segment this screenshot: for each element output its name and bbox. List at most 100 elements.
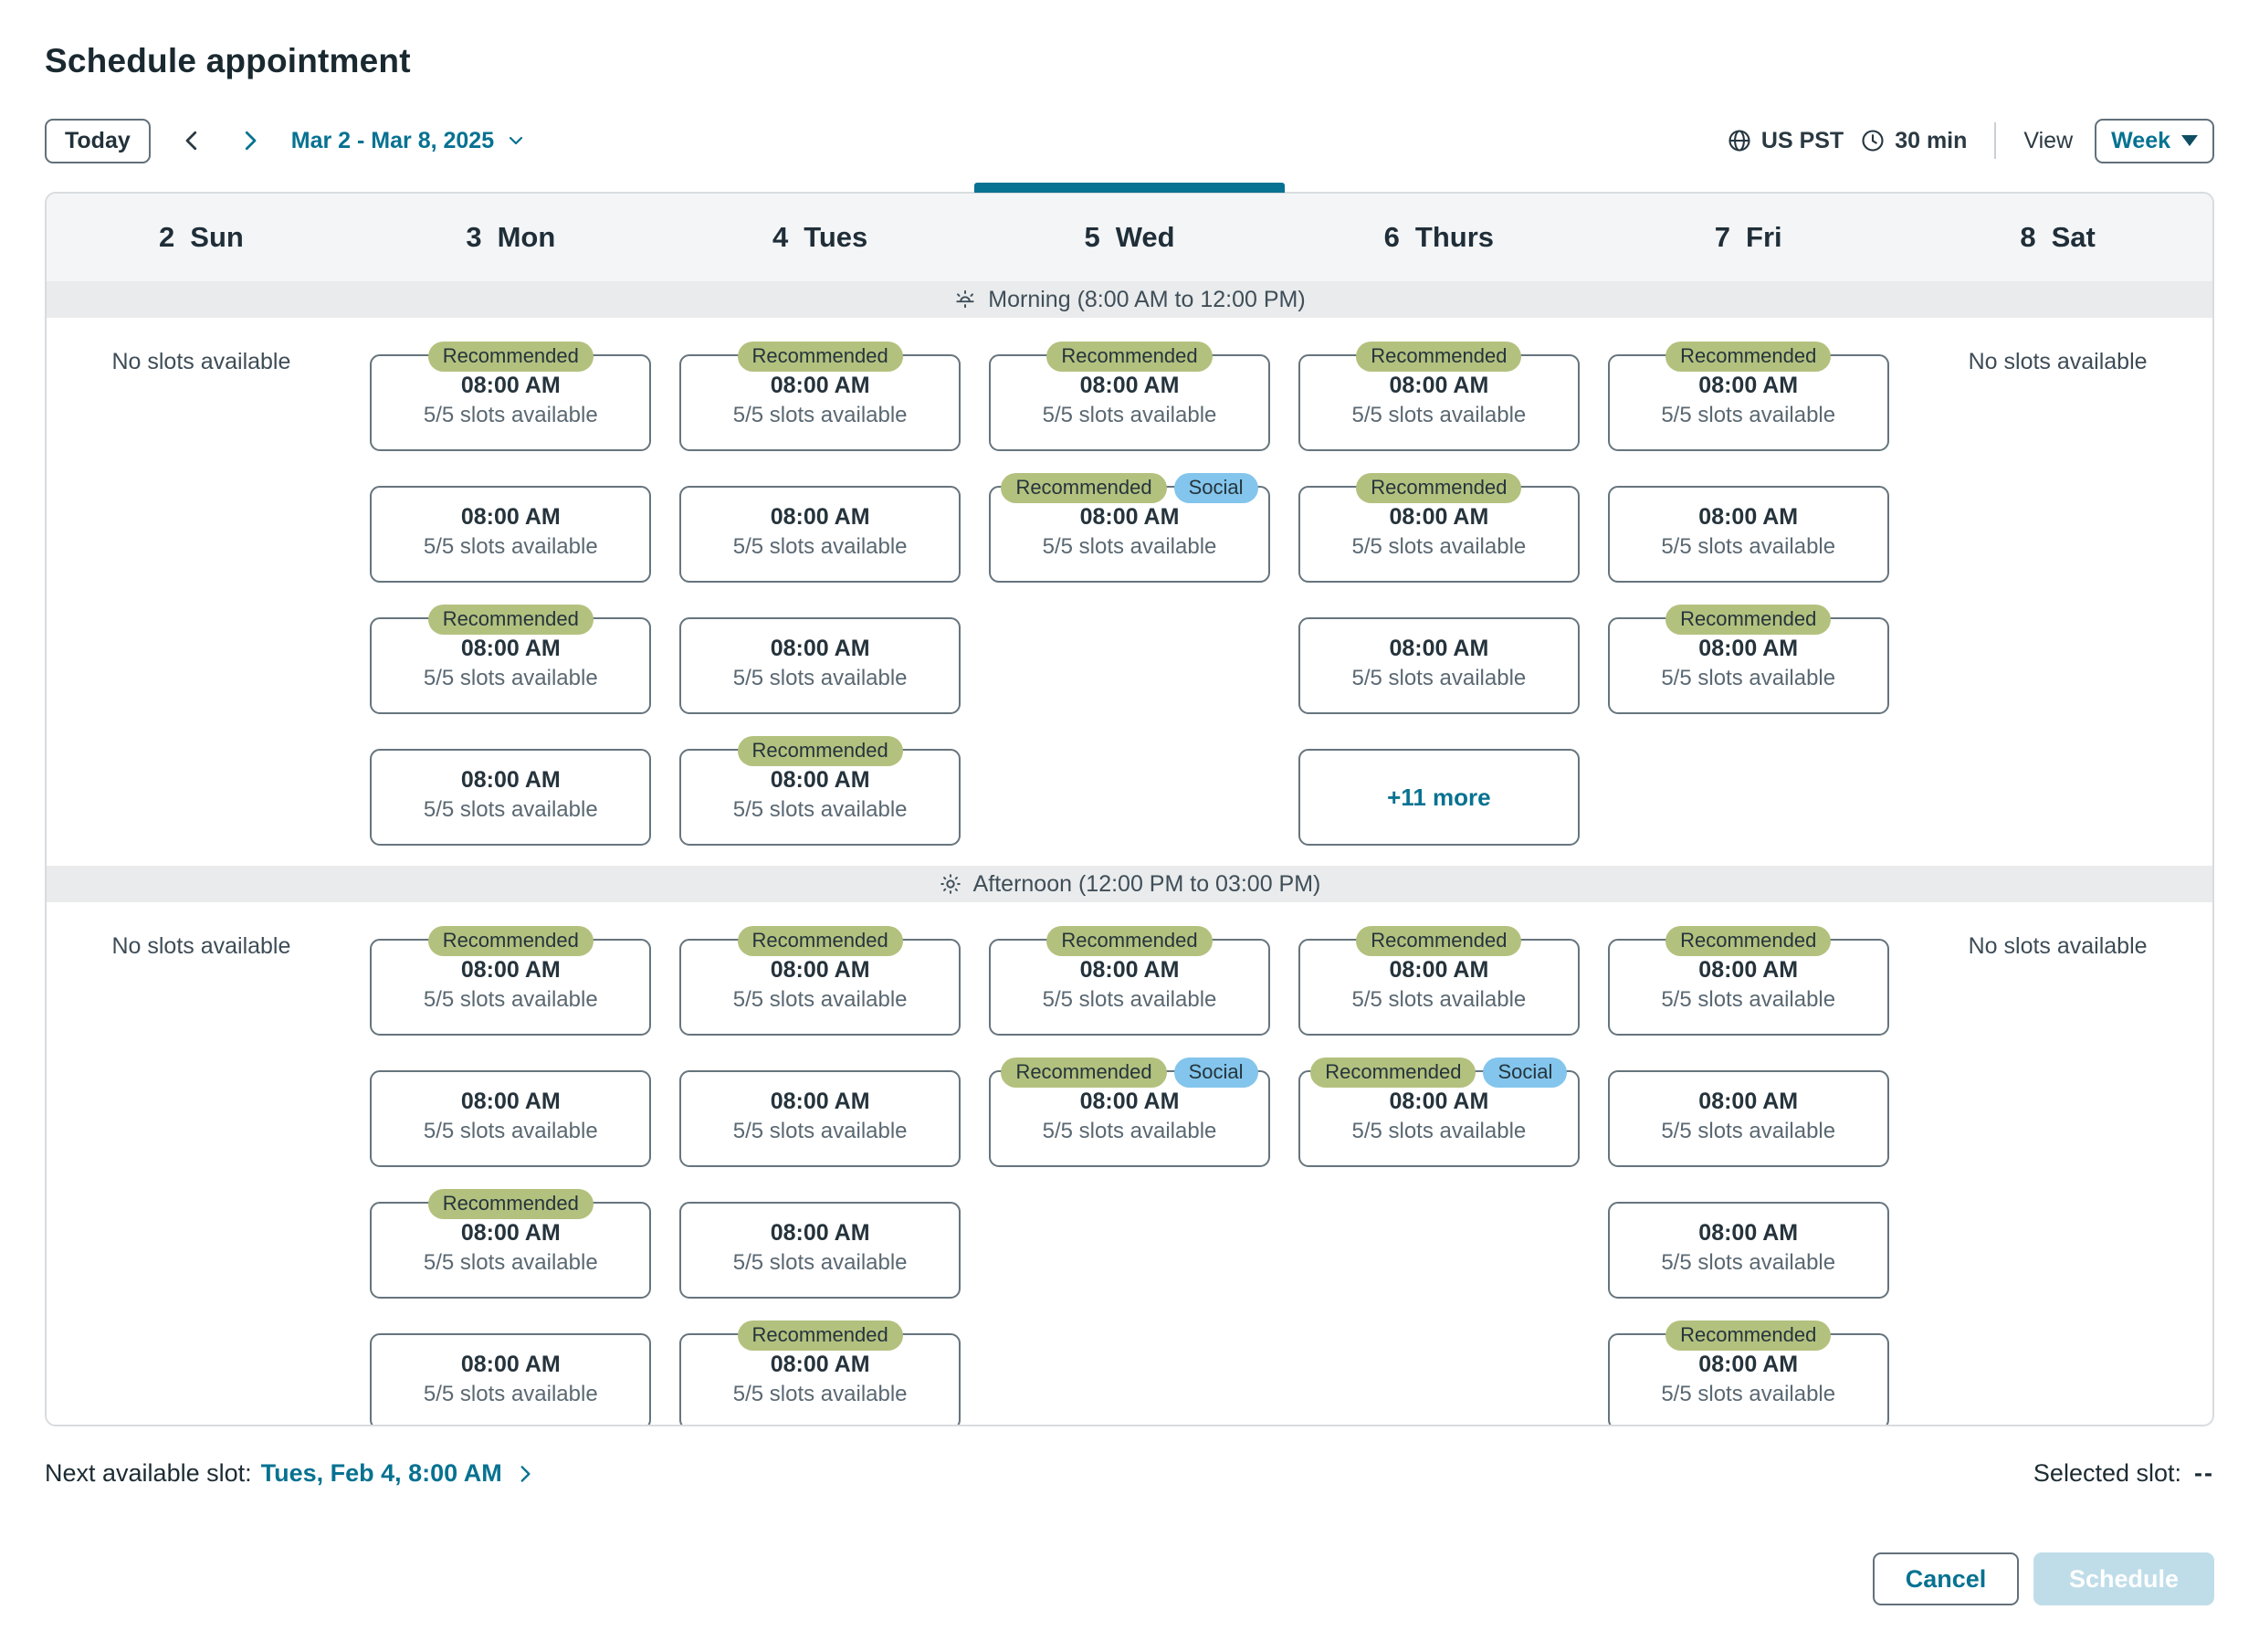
view-label: View	[2023, 127, 2074, 153]
selected-day-indicator	[974, 183, 1285, 193]
slot-card[interactable]: Recommended 08:00 AM 5/5 slots available	[370, 605, 652, 714]
slot-cell: Recommended 08:00 AM 5/5 slots available	[666, 340, 975, 471]
morning-grid: No slots available Recommended 08:00 AM 5/5…	[47, 318, 2212, 866]
slot-card[interactable]: 08:00 AM 5/5 slots available	[370, 1333, 652, 1425]
day-header-wed[interactable]: 5 Wed	[975, 194, 1285, 281]
day-header-sun[interactable]: 2 Sun	[47, 194, 356, 281]
no-slots-label: No slots available	[1968, 933, 2148, 959]
slot-cell	[1284, 1187, 1593, 1319]
morning-column-sun: No slots available	[47, 340, 356, 866]
today-button[interactable]: Today	[45, 118, 151, 163]
badge-group: Recommended	[954, 926, 1305, 956]
slot-card[interactable]: 08:00 AM 5/5 slots available	[370, 749, 652, 846]
recommended-badge: Recommended	[427, 605, 594, 635]
slot-card[interactable]: Recommended Social 08:00 AM 5/5 slots avail…	[1298, 1057, 1580, 1167]
slot-card[interactable]: 08:00 AM 5/5 slots available	[1607, 486, 1889, 583]
next-available-link[interactable]: Tues, Feb 4, 8:00 AM	[261, 1459, 537, 1488]
slot-card[interactable]: 08:00 AM 5/5 slots available	[1607, 1070, 1889, 1167]
day-header-tues[interactable]: 4 Tues	[666, 194, 975, 281]
slot-time: 08:00 AM	[1698, 1352, 1799, 1377]
slot-availability: 5/5 slots available	[732, 1119, 908, 1143]
slot-availability: 5/5 slots available	[1661, 987, 1836, 1012]
slot-card[interactable]: Recommended 08:00 AM 5/5 slots available	[679, 736, 961, 846]
day-number: 8	[2020, 221, 2036, 253]
slot-card[interactable]: Recommended 08:00 AM 5/5 slots available	[989, 342, 1270, 451]
slot-time: 08:00 AM	[770, 636, 870, 661]
slot-availability: 5/5 slots available	[732, 797, 908, 822]
slot-card[interactable]: Recommended 08:00 AM 5/5 slots available	[1607, 926, 1889, 1036]
slot-time: 08:00 AM	[1389, 957, 1489, 983]
morning-column-mon: Recommended 08:00 AM 5/5 slots available 08…	[356, 340, 666, 866]
slot-availability: 5/5 slots available	[1661, 1382, 1836, 1406]
day-number: 5	[1084, 221, 1100, 253]
slot-time: 08:00 AM	[1079, 1089, 1180, 1114]
morning-column-sat: No slots available	[1903, 340, 2212, 866]
slot-availability: 5/5 slots available	[1351, 534, 1527, 559]
slot-time: 08:00 AM	[460, 1352, 561, 1377]
slot-card[interactable]: 08:00 AM 5/5 slots available	[679, 486, 961, 583]
slot-card[interactable]: Recommended 08:00 AM 5/5 slots available	[370, 926, 652, 1036]
slot-card[interactable]: Recommended 08:00 AM 5/5 slots available	[989, 926, 1270, 1036]
slot-card[interactable]: Recommended 08:00 AM 5/5 slots available	[679, 1321, 961, 1425]
slot-card[interactable]: Recommended 08:00 AM 5/5 slots available	[1607, 605, 1889, 714]
slot-card[interactable]: 08:00 AM 5/5 slots available	[370, 1070, 652, 1167]
slot-cell: Recommended 08:00 AM 5/5 slots available	[356, 603, 666, 734]
social-badge: Social	[1483, 1057, 1568, 1088]
day-number: 7	[1714, 221, 1731, 253]
slot-availability: 5/5 slots available	[1661, 1250, 1836, 1275]
view-select[interactable]: Week	[2095, 118, 2214, 163]
slot-card[interactable]: Recommended 08:00 AM 5/5 slots available	[1607, 342, 1889, 451]
slot-time: 08:00 AM	[460, 1220, 561, 1246]
slot-time: 08:00 AM	[460, 504, 561, 530]
more-slots-button[interactable]: +11 more	[1298, 749, 1580, 846]
cancel-button[interactable]: Cancel	[1873, 1552, 2019, 1605]
slot-card[interactable]: Recommended 08:00 AM 5/5 slots available	[679, 926, 961, 1036]
slot-cell: Recommended 08:00 AM 5/5 slots available	[666, 924, 975, 1056]
next-week-button[interactable]	[233, 123, 268, 158]
afternoon-column-thurs: Recommended 08:00 AM 5/5 slots available Re…	[1284, 924, 1593, 1425]
day-number: 6	[1383, 221, 1400, 253]
badge-group: Recommended	[335, 342, 686, 372]
slot-card[interactable]: Recommended Social 08:00 AM 5/5 slots avail…	[989, 473, 1270, 583]
badge-group: Recommended Social	[954, 1057, 1305, 1088]
slot-card[interactable]: Recommended 08:00 AM 5/5 slots available	[1607, 1321, 1889, 1425]
slot-card[interactable]: Recommended 08:00 AM 5/5 slots available	[1298, 342, 1580, 451]
slot-card[interactable]: 08:00 AM 5/5 slots available	[1298, 617, 1580, 714]
slot-card[interactable]: 08:00 AM 5/5 slots available	[1607, 1202, 1889, 1299]
slot-card[interactable]: Recommended Social 08:00 AM 5/5 slots avail…	[989, 1057, 1270, 1167]
slot-availability: 5/5 slots available	[1042, 1119, 1217, 1143]
afternoon-band-label: Afternoon (12:00 PM to 03:00 PM)	[972, 870, 1321, 897]
badge-group: Recommended	[335, 605, 686, 635]
slot-card[interactable]: 08:00 AM 5/5 slots available	[679, 1202, 961, 1299]
slot-availability: 5/5 slots available	[732, 403, 908, 427]
previous-week-button[interactable]	[174, 123, 209, 158]
chevron-right-icon	[236, 127, 264, 154]
next-available-label: Next available slot:	[45, 1459, 252, 1487]
action-buttons: Cancel Schedule	[1873, 1552, 2214, 1605]
schedule-button[interactable]: Schedule	[2033, 1552, 2214, 1605]
recommended-badge: Recommended	[1356, 342, 1522, 372]
slot-card[interactable]: Recommended 08:00 AM 5/5 slots available	[679, 342, 961, 451]
slot-card[interactable]: 08:00 AM 5/5 slots available	[679, 617, 961, 714]
slot-card[interactable]: Recommended 08:00 AM 5/5 slots available	[1298, 926, 1580, 1036]
date-range-selector[interactable]: Mar 2 - Mar 8, 2025	[291, 128, 527, 154]
slot-card[interactable]: Recommended 08:00 AM 5/5 slots available	[1298, 473, 1580, 583]
slot-cell: Recommended 08:00 AM 5/5 slots available	[1593, 924, 1903, 1056]
day-number: 4	[772, 221, 789, 253]
slot-cell: 08:00 AM 5/5 slots available	[666, 1056, 975, 1187]
slot-card[interactable]: Recommended 08:00 AM 5/5 slots available	[370, 342, 652, 451]
slot-card[interactable]: 08:00 AM 5/5 slots available	[370, 486, 652, 583]
sunrise-icon	[953, 288, 977, 311]
slot-card[interactable]: Recommended 08:00 AM 5/5 slots available	[370, 1189, 652, 1299]
next-available-slot: Next available slot: Tues, Feb 4, 8:00 A…	[45, 1459, 537, 1488]
day-header-thurs[interactable]: 6 Thurs	[1284, 194, 1593, 281]
slot-time: 08:00 AM	[1698, 636, 1799, 661]
day-header-mon[interactable]: 3 Mon	[356, 194, 666, 281]
slot-time: 08:00 AM	[770, 767, 870, 793]
afternoon-column-fri: Recommended 08:00 AM 5/5 slots available 08…	[1593, 924, 1903, 1425]
day-header-sat[interactable]: 8 Sat	[1903, 194, 2212, 281]
slot-card[interactable]: 08:00 AM 5/5 slots available	[679, 1070, 961, 1167]
slot-time: 08:00 AM	[770, 1089, 870, 1114]
slot-time: 08:00 AM	[770, 1352, 870, 1377]
day-header-fri[interactable]: 7 Fri	[1593, 194, 1903, 281]
